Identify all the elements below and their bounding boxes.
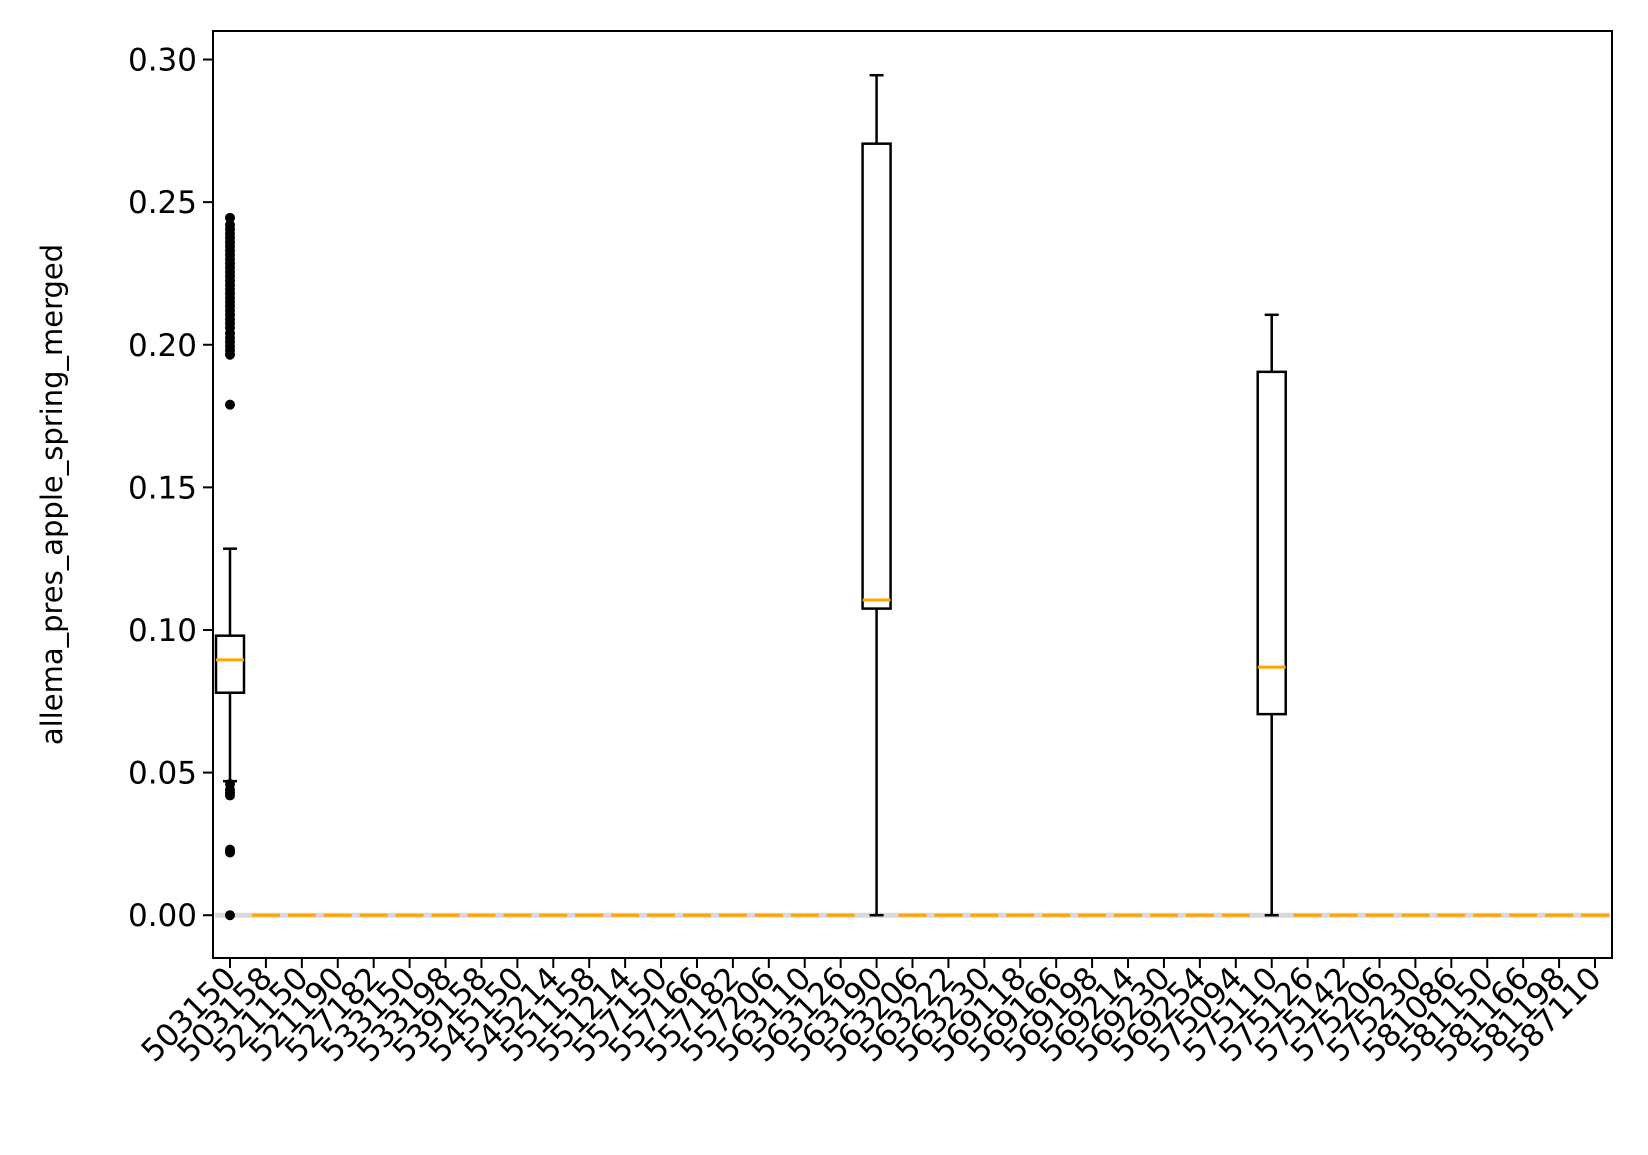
plot-area [214, 73, 1610, 921]
y-tick-label: 0.05 [128, 756, 197, 792]
axes-frame [212, 30, 1613, 959]
y-axis-label: allema_pres_apple_spring_merged [35, 244, 69, 745]
outlier-point [225, 219, 235, 230]
y-tick-label: 0.15 [128, 470, 197, 506]
y-tick-label: 0.30 [128, 43, 197, 79]
box-575110 [1256, 313, 1287, 917]
x-axis: 5031505031585211505211905271825331505331… [135, 958, 1609, 1069]
box-563190 [861, 73, 892, 917]
outlier-point [225, 910, 235, 921]
iqr-box [1256, 370, 1287, 716]
outlier-point [225, 779, 235, 790]
outlier-point [225, 844, 235, 855]
y-tick-label: 0.25 [128, 185, 197, 221]
iqr-box [214, 634, 246, 694]
iqr-box [861, 142, 892, 610]
y-tick-label: 0.00 [128, 898, 197, 934]
y-axis: 0.00 0.05 0.10 0.15 0.20 0.25 0.30 [128, 43, 213, 934]
y-tick-label: 0.10 [128, 613, 197, 649]
box-503150 [214, 212, 246, 921]
y-tick-label: 0.20 [128, 328, 197, 364]
outlier-point [225, 399, 235, 410]
outlier-point [225, 212, 235, 223]
